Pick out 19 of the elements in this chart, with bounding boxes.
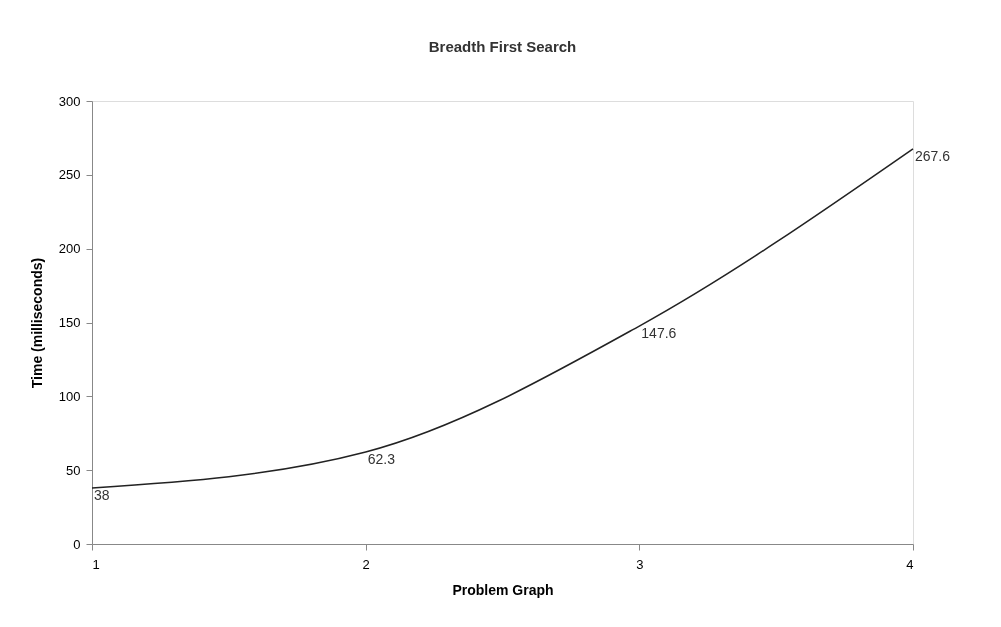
y-tick-label: 150 xyxy=(58,315,81,330)
y-tick-label: 100 xyxy=(58,388,81,404)
y-tick-label: 300 xyxy=(58,93,81,109)
data-label: 62.3 xyxy=(367,451,396,467)
x-axis-title: Problem Graph xyxy=(452,581,554,598)
y-axis-title: Time (milliseconds) xyxy=(28,257,45,389)
x-tick-label: 4 xyxy=(906,556,914,572)
x-tick-label: 2 xyxy=(362,556,370,572)
x-tick-label: 1 xyxy=(92,556,100,572)
y-tick-label: 250 xyxy=(58,167,81,183)
chart-title: Breadth First Search xyxy=(428,38,577,55)
data-label: 38 xyxy=(94,486,110,503)
y-tick-label: 200 xyxy=(58,241,81,257)
data-label: 267.6 xyxy=(915,147,951,164)
data-label: 147.6 xyxy=(641,325,677,342)
line-series xyxy=(91,148,914,489)
x-tick-label: 3 xyxy=(636,556,644,572)
y-tick-label: 50 xyxy=(66,462,81,478)
y-tick-label: 0 xyxy=(73,536,81,552)
